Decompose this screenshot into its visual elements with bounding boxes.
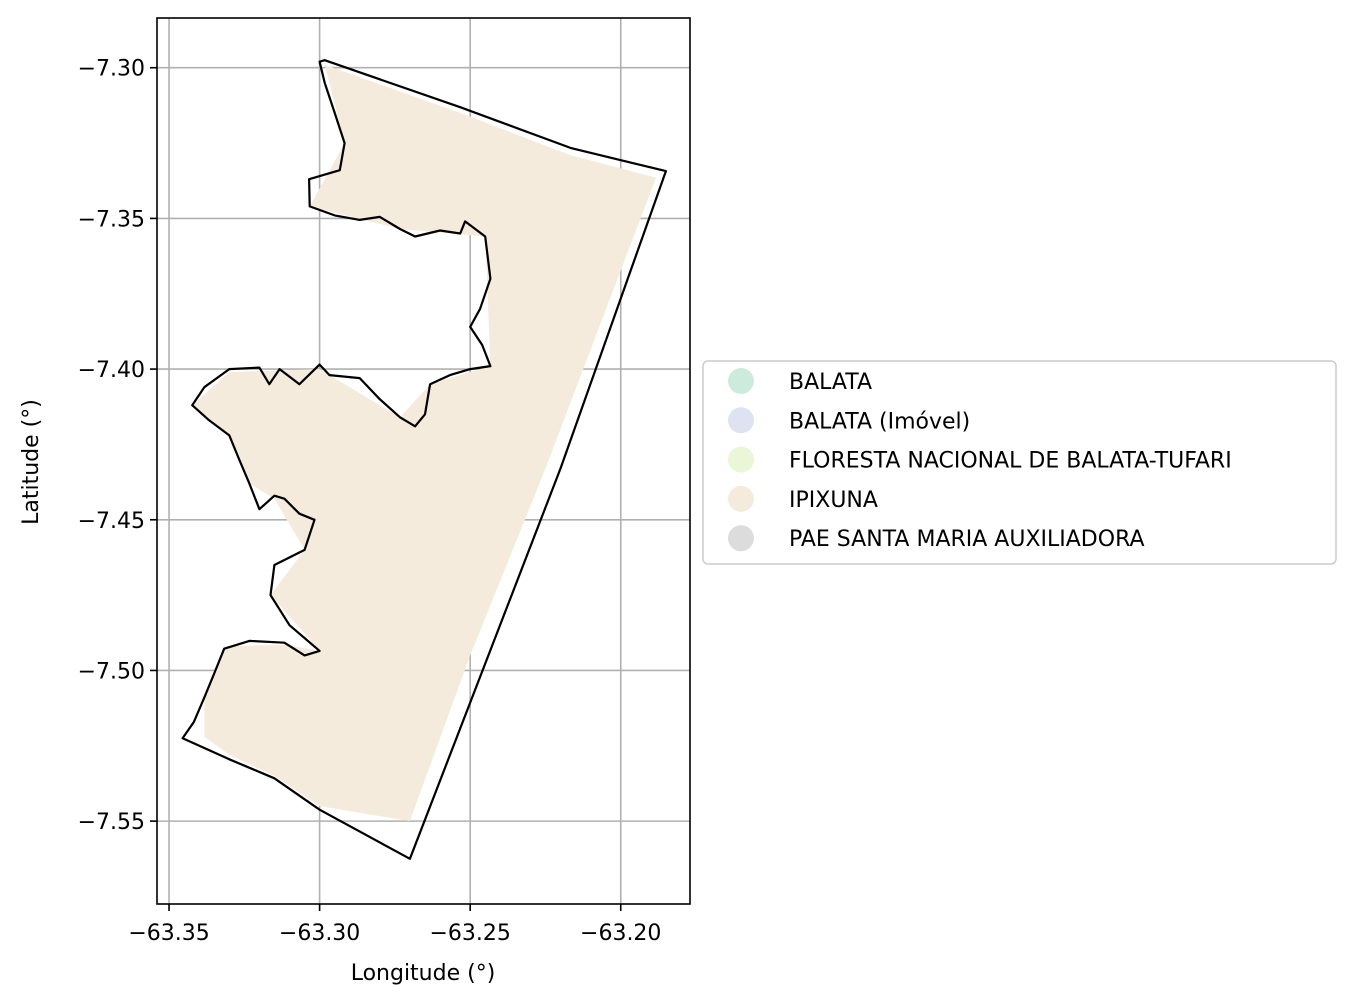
legend-marker <box>728 407 754 434</box>
legend: BALATA BALATA (Imóvel) FLORESTA NACIONAL D… <box>702 360 1337 565</box>
x-axis-title: Longitude (°) <box>351 961 496 986</box>
y-tick-label: −7.40 <box>78 358 145 383</box>
boundary-outline <box>181 59 668 860</box>
legend-marker <box>728 485 754 512</box>
y-tick-label: −7.50 <box>78 659 145 684</box>
plot-frame <box>156 17 691 905</box>
legend-box <box>702 360 1337 565</box>
y-tick-label: −7.35 <box>78 207 145 232</box>
x-tick-label: −63.20 <box>580 921 661 946</box>
legend-label: PAE SANTA MARIA AUXILIADORA <box>789 527 1145 552</box>
legend-label: BALATA (Imóvel) <box>789 409 970 434</box>
x-tick-label: −63.35 <box>128 921 209 946</box>
legend-marker <box>728 525 754 552</box>
ipixuna-region <box>192 64 656 822</box>
legend-marker <box>728 446 754 473</box>
y-tick-label: −7.30 <box>78 57 145 82</box>
legend-marker <box>728 368 754 394</box>
x-tick-label: −63.30 <box>279 921 360 946</box>
y-tick-label: −7.45 <box>78 509 145 534</box>
region-layer <box>181 59 668 860</box>
legend-label: FLORESTA NACIONAL DE BALATA-TUFARI <box>789 449 1232 474</box>
tick-layer: −63.35 −63.30 −63.25 −63.20 −7.30 −7.35 −7.40 −… <box>78 57 662 946</box>
legend-items: BALATA BALATA (Imóvel) FLORESTA NACIONAL D… <box>728 368 1232 552</box>
legend-label: IPIXUNA <box>789 488 878 513</box>
y-axis-title: Latitude (°) <box>19 399 44 525</box>
x-tick-label: −63.25 <box>429 921 510 946</box>
legend-label: BALATA <box>789 370 872 395</box>
y-tick-label: −7.55 <box>78 810 145 835</box>
